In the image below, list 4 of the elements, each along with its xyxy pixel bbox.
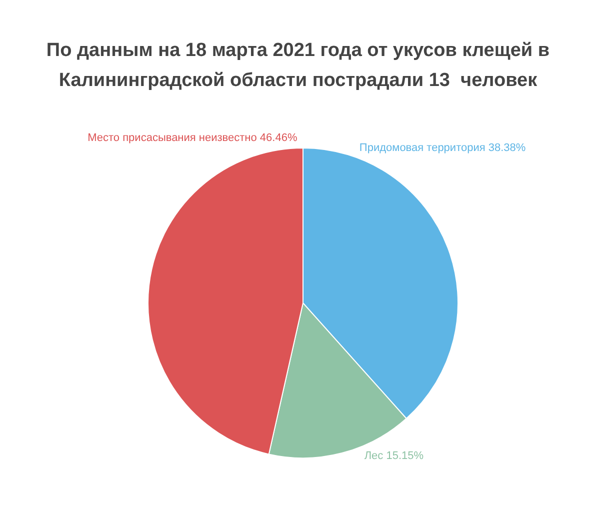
slice-label: Придомовая территория 38.38% (359, 142, 526, 154)
slice-label: Лес 15.15% (364, 450, 424, 462)
chart-title: По данным на 18 марта 2021 года от укусов клещей в Калининградской области пострадали 13 человек (45, 39, 551, 93)
slice-label: Место присасывания неизвестно 46.46% (88, 132, 298, 144)
